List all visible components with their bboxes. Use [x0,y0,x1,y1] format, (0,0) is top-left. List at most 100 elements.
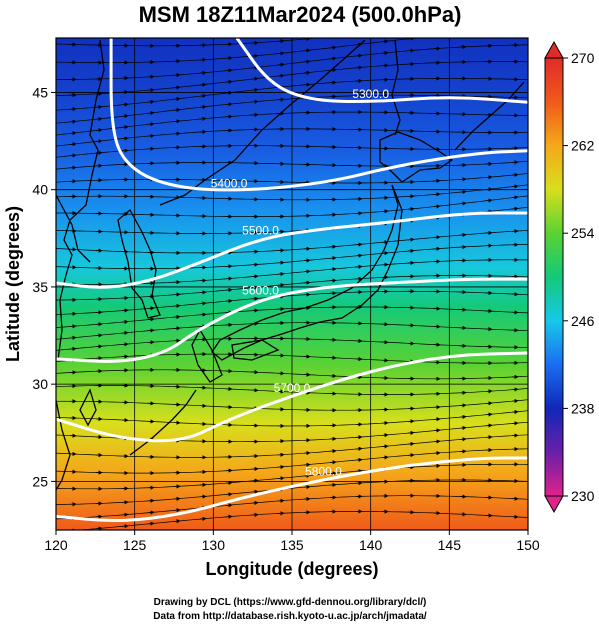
wind-arrow [303,82,311,87]
wind-arrow [225,492,233,497]
wind-arrow [147,133,155,138]
wind-arrow [381,251,389,256]
wind-arrow [511,195,519,200]
wind-arrow [381,39,389,44]
wind-arrow [511,398,519,404]
coast-kyushu [191,328,223,383]
wind-arrow [199,93,207,98]
colorbar-bottom-triangle [544,495,564,514]
wind-arrow [303,484,311,490]
wind-arrow [356,33,362,34]
wind-arrow [95,128,103,133]
wind-arrow [147,510,155,515]
wind-arrow [381,50,389,56]
wind-arrow [147,521,155,526]
wind-arrow [407,206,415,212]
wind-arrow [486,19,492,20]
contour-line [109,38,528,192]
wind-arrow [147,328,155,333]
wind-arrow [251,99,259,104]
wind-arrow [433,192,441,197]
wind-arrow [303,280,311,285]
wind-arrow [95,333,103,338]
x-tick-label: 130 [202,537,226,553]
wind-arrow [199,516,207,521]
wind-arrow [485,401,493,406]
colorbar-tick-label: 246 [571,313,595,329]
contour-line [56,277,528,363]
wind-arrow [303,258,311,263]
wind-arrow [511,409,519,415]
contour-label: 5800.0 [305,464,342,478]
wind-arrow [199,312,207,317]
wind-arrow [95,104,103,110]
wind-arrow [147,317,155,322]
wind-arrow [407,48,415,53]
wind-arrow [225,287,233,293]
colorbar-top-triangle [544,40,564,59]
contour-label: 5700.0 [274,381,311,395]
contour-label: 5500.0 [242,223,279,237]
wind-arrow [433,428,441,433]
wind-arrow [199,70,207,76]
chart-title: MSM 18Z11Mar2024 (500.0hPa) [139,2,462,27]
wind-arrow [382,30,388,31]
wind-arrow [251,489,259,494]
x-tick-label: 145 [438,537,462,553]
wind-arrow [225,79,233,84]
wind-arrow [277,282,285,288]
colorbar-fill [544,57,564,497]
wind-arrow [303,70,311,75]
wind-arrow [329,471,337,476]
wind-arrow [121,102,129,107]
wind-arrow [355,468,363,474]
wind-arrow [121,524,129,529]
wind-arrow [485,175,493,180]
wind-arrow [225,298,233,304]
wind-arrow [303,473,311,478]
wind-arrow [147,87,155,93]
wind-arrow [459,189,467,195]
wind-arrow [355,264,363,269]
wind-arrow [303,48,311,53]
wind-arrow [329,267,337,272]
wind-arrow [199,290,207,295]
wind-arrow [95,526,103,530]
wind-arrow [147,99,155,104]
coast-ryukyu [129,389,197,456]
coast-korea-east [117,208,161,319]
wind-arrow [433,417,441,422]
wind-arrow [381,455,389,460]
wind-arrow [121,330,129,335]
wind-arrow [511,172,519,177]
y-axis: 25 30 35 40 45 [32,84,56,489]
wind-arrow [95,344,103,349]
wind-arrow [147,306,155,311]
wind-arrow [121,319,129,324]
wind-arrow [69,153,77,158]
wind-arrow [121,113,129,119]
wind-arrow [381,444,389,449]
wind-arrow [407,453,415,458]
x-tick-label: 135 [280,537,304,553]
wind-arrow [199,494,207,499]
contour-label: 5300.0 [352,87,389,101]
wind-arrow [225,102,233,107]
footer-data-source: Data from http://database.rish.kyoto-u.a… [153,611,427,622]
wind-arrow [485,423,493,428]
wind-arrow [433,439,441,444]
wind-arrow [251,500,259,506]
wind-arrow [433,204,441,209]
wind-arrow [199,82,207,87]
contour-label: 5400.0 [211,177,248,191]
wind-arrow [459,414,467,420]
wind-arrow [173,119,181,124]
wind-arrow [355,446,363,451]
wind-arrow [485,412,493,417]
wind-arrow [407,248,415,253]
footer-credit: Drawing by DCL (https://www.gfd-dennou.o… [154,597,427,608]
wind-arrow [407,430,415,435]
coast-sakhalin [391,39,401,136]
wind-arrow [251,87,259,92]
